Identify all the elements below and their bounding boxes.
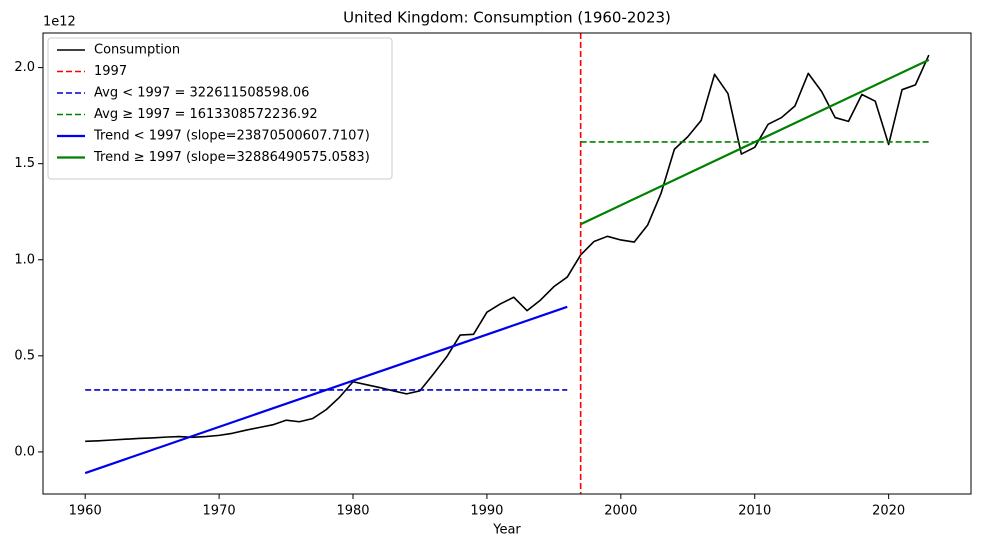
x-tick-label: 1960: [69, 504, 102, 519]
x-tick-label: 2020: [872, 504, 905, 519]
y-tick-label: 1.0: [14, 252, 35, 267]
legend-label: Trend < 1997 (slope=23870500607.7107): [93, 129, 370, 144]
y-offset-label: 1e12: [43, 15, 76, 30]
x-tick-label: 2010: [738, 504, 771, 519]
y-tick-label: 1.5: [14, 156, 35, 171]
series-line: [580, 58, 930, 226]
legend-label: Avg ≥ 1997 = 1613308572236.92: [94, 107, 318, 122]
x-tick-label: 2000: [604, 504, 637, 519]
x-tick-label: 1990: [470, 504, 503, 519]
series-line: [84, 305, 568, 475]
legend-label: Trend ≥ 1997 (slope=32886490575.0583): [93, 150, 370, 165]
legend-label: Avg < 1997 = 322611508598.06: [94, 86, 309, 101]
y-tick-label: 0.0: [14, 444, 35, 459]
chart-title: United Kingdom: Consumption (1960-2023): [343, 9, 671, 27]
legend-label: 1997: [94, 64, 127, 79]
series-line: [85, 54, 930, 443]
y-tick-label: 0.5: [14, 348, 35, 363]
legend-label: Consumption: [94, 43, 180, 58]
x-tick-label: 1980: [336, 504, 369, 519]
x-axis-label: Year: [492, 523, 521, 538]
y-tick-label: 2.0: [14, 60, 35, 75]
legend-box: [47, 37, 393, 180]
x-tick-label: 1970: [203, 504, 236, 519]
plot-frame: [42, 32, 972, 495]
